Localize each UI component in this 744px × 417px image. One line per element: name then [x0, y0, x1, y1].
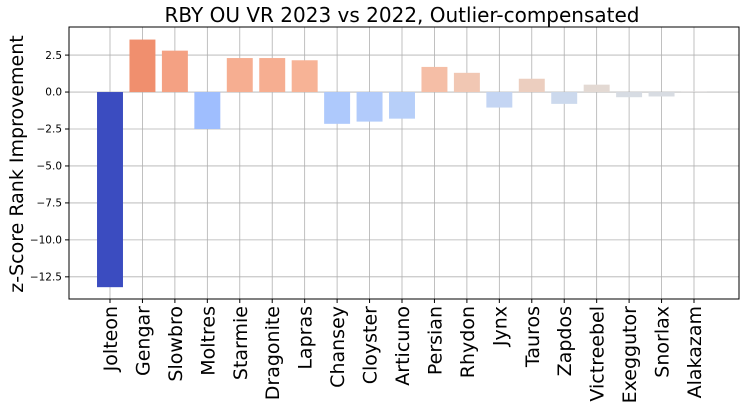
bar-exeggutor — [616, 92, 643, 98]
y-tick-label: −2.5 — [37, 124, 63, 136]
x-tick-label-cloyster: Cloyster — [360, 306, 382, 384]
bar-persian — [421, 66, 448, 93]
bar-zapdos — [551, 92, 578, 104]
bar-articuno — [389, 92, 415, 119]
x-tick-label-lapras: Lapras — [295, 306, 317, 370]
bars — [97, 39, 707, 288]
x-tick-label-gengar: Gengar — [132, 306, 154, 376]
x-tick-label-rhydon: Rhydon — [457, 306, 479, 378]
bar-alakazam — [681, 91, 707, 93]
y-tick-label: 2.5 — [45, 50, 62, 62]
bar-tauros — [518, 78, 545, 93]
x-tick-label-snorlax: Snorlax — [652, 306, 674, 378]
x-tick-label-victreebel: Victreebel — [587, 306, 609, 402]
bar-jynx — [486, 92, 513, 108]
x-tick-label-tauros: Tauros — [522, 306, 544, 368]
bar-slowbro — [161, 50, 188, 93]
x-tick-label-slowbro: Slowbro — [165, 306, 187, 382]
bar-lapras — [291, 60, 318, 93]
x-tick-label-dragonite: Dragonite — [262, 306, 284, 400]
y-axis-ticks: 2.5 0.0 −2.5 −5.0 −7.5 −10.0 −12.5 — [30, 50, 69, 284]
y-tick-label: 0.0 — [45, 87, 62, 99]
bar-victreebel — [583, 84, 610, 93]
x-tick-label-persian: Persian — [424, 306, 446, 375]
chart-title: RBY OU VR 2023 vs 2022, Outlier-compensa… — [165, 3, 640, 27]
x-tick-label-jynx: Jynx — [489, 306, 511, 347]
x-tick-label-jolteon: Jolteon — [100, 306, 122, 372]
bar-jolteon — [97, 92, 123, 288]
bar-starmie — [226, 58, 253, 93]
bar-cloyster — [356, 92, 383, 122]
x-tick-label-starmie: Starmie — [230, 306, 252, 380]
x-axis-ticks: Jolteon Gengar Slowbro Moltres Starmie Dragon… — [100, 299, 706, 403]
x-tick-label-moltres: Moltres — [197, 306, 219, 376]
x-tick-label-chansey: Chansey — [327, 306, 349, 388]
y-tick-label: −10.0 — [30, 235, 62, 247]
bar-gengar — [129, 39, 156, 93]
x-tick-label-zapdos: Zapdos — [554, 306, 576, 376]
y-tick-label: −7.5 — [37, 198, 63, 210]
y-axis-label: z-Score Rank Improvement — [6, 35, 28, 292]
plot-frame — [68, 26, 740, 300]
x-tick-label-exeggutor: Exeggutor — [619, 306, 641, 404]
bar-chansey — [324, 92, 351, 124]
bar-rhydon — [453, 72, 480, 93]
x-tick-label-articuno: Articuno — [392, 306, 414, 386]
bar-dragonite — [259, 58, 286, 93]
bar-moltres — [194, 92, 221, 129]
y-tick-label: −12.5 — [30, 272, 62, 284]
y-tick-label: −5.0 — [37, 161, 63, 173]
x-tick-label-alakazam: Alakazam — [684, 306, 706, 398]
bar-snorlax — [648, 92, 675, 97]
